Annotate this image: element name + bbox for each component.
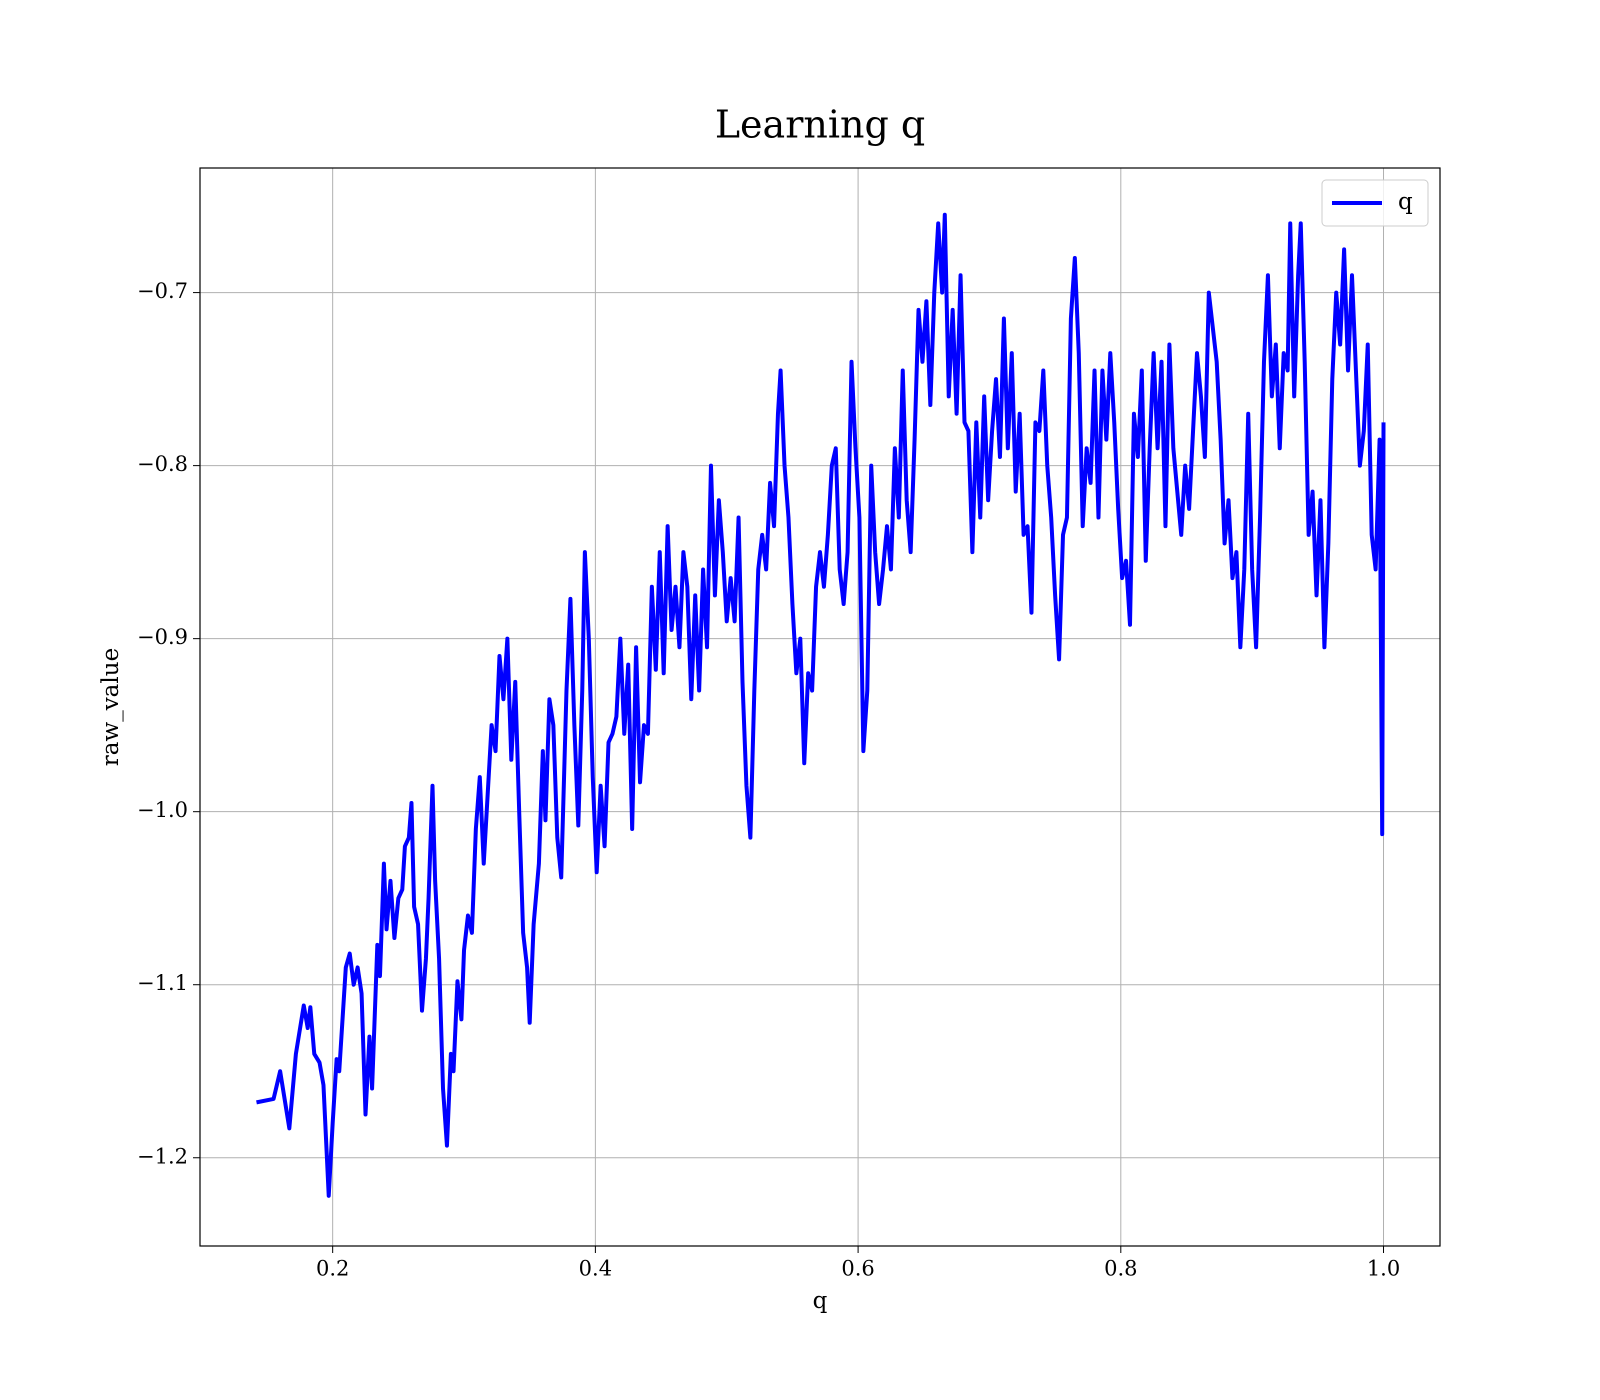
y-tick-label: −0.8 xyxy=(137,452,188,476)
chart-title: Learning q xyxy=(715,103,925,147)
y-tick-label: −1.0 xyxy=(137,798,188,822)
line-series xyxy=(256,212,1386,1198)
x-tick-label: 0.6 xyxy=(841,1257,874,1281)
x-tick-label: 0.2 xyxy=(316,1257,349,1281)
y-tick-label: −0.9 xyxy=(137,625,188,649)
x-tick-label: 0.8 xyxy=(1104,1257,1137,1281)
y-axis-label: raw_value xyxy=(98,648,124,766)
plot-frame xyxy=(199,167,1441,1247)
x-axis-label: q xyxy=(813,1288,828,1314)
y-tick-label: −1.1 xyxy=(137,971,188,995)
y-tick-label: −1.2 xyxy=(137,1144,188,1168)
y-tick-label: −0.7 xyxy=(137,279,188,303)
x-tick-label: 0.4 xyxy=(579,1257,612,1281)
x-tick-label: 1.0 xyxy=(1367,1257,1400,1281)
legend-label: q xyxy=(1398,189,1413,215)
